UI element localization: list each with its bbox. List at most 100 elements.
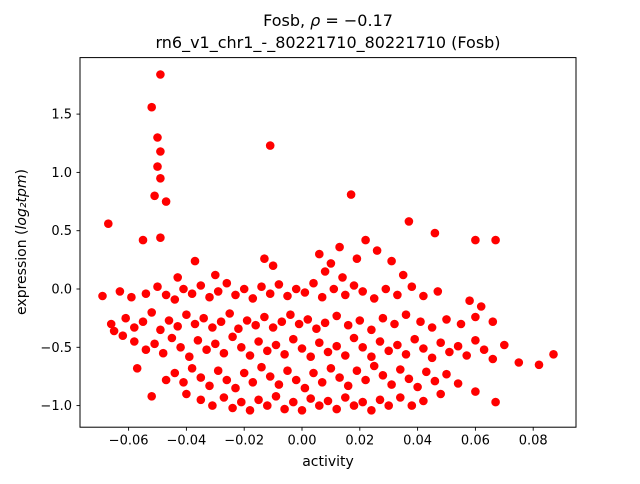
data-point bbox=[147, 308, 156, 317]
data-point bbox=[219, 393, 229, 402]
data-point bbox=[239, 368, 249, 378]
data-point bbox=[283, 291, 292, 301]
x-tick-label: −0.04 bbox=[166, 434, 206, 449]
data-point bbox=[251, 320, 260, 330]
data-point bbox=[471, 235, 480, 245]
data-point bbox=[358, 397, 368, 407]
data-point bbox=[341, 393, 350, 402]
data-point bbox=[419, 396, 428, 406]
data-point bbox=[323, 396, 333, 406]
data-point bbox=[179, 378, 188, 387]
data-point bbox=[141, 345, 151, 355]
x-axis-label: activity bbox=[302, 454, 354, 470]
data-point bbox=[387, 380, 396, 389]
data-point bbox=[231, 290, 240, 300]
data-point bbox=[156, 233, 165, 242]
data-point bbox=[187, 289, 197, 299]
data-point bbox=[436, 338, 446, 348]
data-point bbox=[358, 343, 368, 352]
data-point bbox=[254, 337, 263, 346]
data-point bbox=[265, 141, 275, 150]
data-point bbox=[381, 284, 391, 294]
y-tick-label: 0.0 bbox=[51, 283, 72, 298]
data-point bbox=[294, 319, 304, 329]
data-point bbox=[349, 333, 359, 343]
data-point bbox=[491, 235, 500, 245]
data-point bbox=[141, 289, 151, 299]
data-point bbox=[167, 333, 177, 343]
data-point bbox=[500, 340, 509, 350]
data-point bbox=[358, 287, 368, 296]
x-tick-label: 0.00 bbox=[288, 434, 317, 449]
data-point bbox=[286, 310, 295, 320]
data-point bbox=[332, 404, 342, 414]
data-point bbox=[161, 197, 171, 206]
data-point bbox=[326, 364, 336, 373]
data-point bbox=[248, 294, 258, 303]
data-point bbox=[367, 325, 376, 335]
data-point bbox=[228, 403, 237, 413]
data-point bbox=[118, 331, 128, 341]
data-point bbox=[208, 323, 217, 332]
x-tick-label: 0.04 bbox=[403, 434, 432, 449]
data-point bbox=[156, 147, 165, 156]
data-point bbox=[291, 375, 301, 385]
data-point bbox=[326, 259, 336, 268]
data-point bbox=[393, 290, 402, 300]
data-point bbox=[488, 354, 498, 364]
data-point bbox=[98, 291, 107, 301]
data-point bbox=[280, 350, 289, 359]
data-point bbox=[228, 332, 237, 342]
rho-symbol: ρ bbox=[310, 11, 320, 30]
data-point bbox=[378, 313, 388, 323]
data-point bbox=[268, 323, 278, 332]
y-axis-ticks: −1.0 −0.5 0.0 0.5 1.0 1.5 bbox=[40, 108, 80, 414]
data-point bbox=[231, 383, 240, 393]
data-point bbox=[375, 395, 385, 405]
data-point bbox=[479, 345, 489, 355]
data-point bbox=[156, 325, 165, 335]
data-point bbox=[150, 191, 159, 201]
data-point bbox=[300, 383, 310, 393]
data-point bbox=[222, 375, 232, 385]
data-point bbox=[404, 374, 414, 384]
data-point bbox=[245, 351, 255, 360]
data-point bbox=[211, 339, 220, 349]
data-point bbox=[343, 320, 353, 330]
data-point bbox=[289, 334, 298, 344]
data-point bbox=[329, 284, 339, 294]
data-point bbox=[280, 404, 289, 414]
x-tick-label: −0.06 bbox=[109, 434, 149, 449]
data-point bbox=[456, 319, 466, 329]
data-point bbox=[355, 316, 365, 325]
data-point bbox=[297, 344, 307, 353]
data-point bbox=[121, 313, 130, 323]
data-point bbox=[427, 353, 437, 363]
data-point bbox=[372, 246, 382, 255]
data-point bbox=[476, 302, 486, 311]
data-point bbox=[317, 292, 327, 302]
data-point bbox=[430, 376, 440, 386]
data-point bbox=[346, 190, 356, 199]
data-point bbox=[297, 406, 307, 415]
data-point bbox=[465, 296, 474, 306]
y-axis-label-math: log₂tpm bbox=[14, 175, 30, 230]
data-point bbox=[156, 70, 165, 79]
data-point bbox=[430, 228, 440, 238]
data-point bbox=[196, 281, 206, 290]
data-point bbox=[187, 364, 197, 373]
data-point bbox=[265, 289, 275, 299]
data-point bbox=[332, 311, 342, 321]
data-point bbox=[283, 366, 292, 376]
data-point bbox=[176, 343, 185, 352]
data-point bbox=[300, 288, 310, 297]
y-tick-label: 0.5 bbox=[51, 224, 72, 239]
data-point bbox=[352, 254, 362, 263]
data-point bbox=[384, 401, 394, 410]
data-point bbox=[132, 364, 142, 373]
plot-area bbox=[79, 57, 577, 428]
data-point bbox=[306, 394, 316, 403]
x-tick-label: 0.08 bbox=[519, 434, 548, 449]
data-point bbox=[196, 373, 206, 382]
data-point bbox=[453, 379, 463, 388]
